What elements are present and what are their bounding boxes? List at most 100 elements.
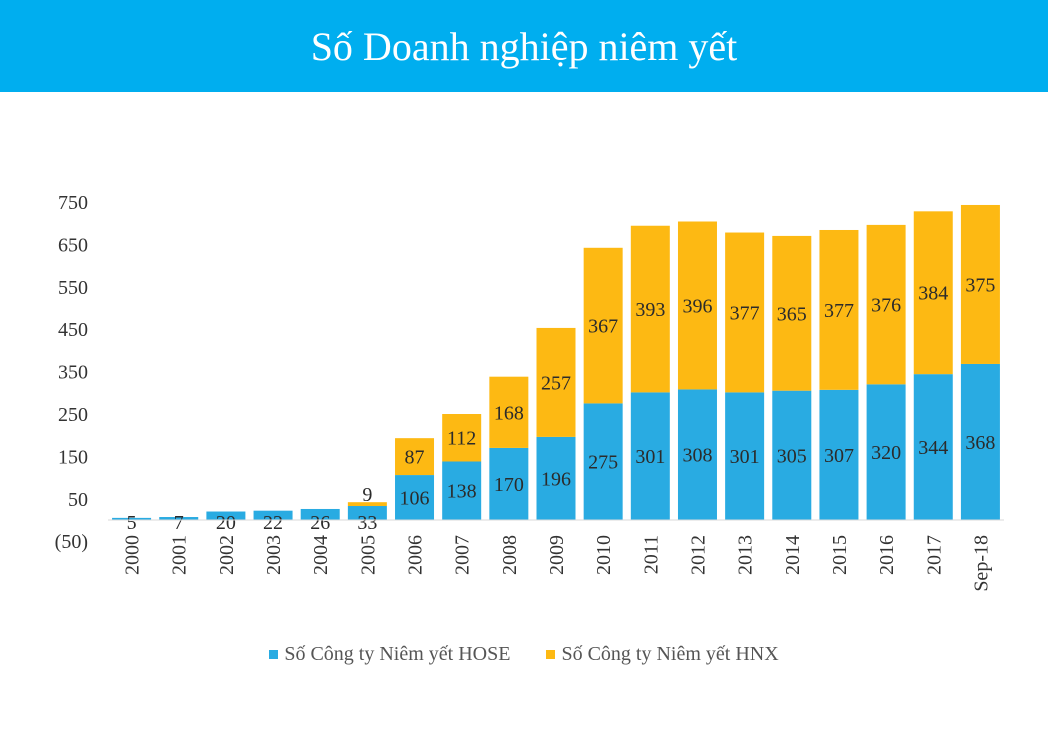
data-label-hnx: 393	[635, 299, 665, 321]
data-label-hnx: 168	[494, 402, 524, 424]
y-tick-label: 650	[58, 234, 88, 256]
data-label-hnx: 375	[965, 274, 995, 296]
bar-hose	[630, 392, 670, 520]
data-label-hose: 275	[588, 452, 618, 474]
bar-hose	[442, 461, 482, 520]
data-label-hose: 301	[730, 446, 760, 468]
data-label-hnx: 112	[447, 428, 476, 450]
data-label-hose: 344	[918, 437, 948, 459]
data-label-hose: 196	[541, 468, 571, 490]
y-tick-label: 750	[58, 192, 88, 214]
bar-hose	[725, 392, 765, 520]
bar-hose	[206, 511, 246, 520]
bar-hose	[819, 389, 859, 520]
data-label-hose: 320	[871, 442, 901, 464]
x-tick-label: 2017	[923, 535, 945, 575]
bar-hnx	[772, 235, 812, 391]
bar-hose	[489, 447, 529, 520]
bar-hnx	[960, 204, 1000, 364]
data-label-hose: 368	[965, 432, 995, 454]
x-tick-label: 2004	[310, 535, 332, 575]
y-tick-label: 150	[58, 446, 88, 468]
bar-hose	[253, 510, 293, 520]
stacked-bar-chart: 75065055045035025015050(50)5200072001202…	[55, 192, 1004, 592]
x-tick-label: 2008	[499, 535, 521, 575]
x-tick-label: 2007	[452, 535, 474, 575]
y-tick-label: 250	[58, 404, 88, 426]
data-label-hose: 5	[127, 512, 137, 534]
data-label-hose: 22	[263, 512, 283, 534]
data-label-hnx: 9	[362, 484, 372, 506]
bar-hnx	[725, 232, 765, 393]
x-tick-label: 2003	[263, 535, 285, 575]
bar-hnx	[583, 247, 623, 404]
legend-swatch-hose	[269, 649, 279, 659]
bar-hnx	[677, 221, 717, 390]
x-tick-label: 2009	[546, 535, 568, 575]
legend-label-hose: Số Công ty Niêm yết HOSE	[284, 642, 511, 665]
data-label-hnx: 365	[777, 303, 807, 325]
y-tick-label: (50)	[55, 531, 88, 553]
bar-hose	[677, 389, 717, 520]
bar-hnx	[630, 225, 670, 393]
legend: Số Công ty Niêm yết HOSE Số Công ty Niêm…	[0, 640, 1048, 668]
data-label-hnx: 376	[871, 295, 901, 317]
bar-hnx	[819, 229, 859, 390]
bar-hnx	[442, 414, 482, 462]
legend-item-hose: Số Công ty Niêm yết HOSE	[269, 643, 510, 666]
bar-hnx	[395, 438, 435, 476]
legend-label-hnx: Số Công ty Niêm yết HNX	[561, 642, 779, 665]
x-tick-label: 2015	[829, 535, 851, 575]
data-label-hnx: 384	[918, 283, 948, 305]
bar-hose	[913, 374, 953, 520]
legend-item-hnx: Số Công ty Niêm yết HNX	[546, 642, 779, 666]
data-label-hose: 106	[400, 488, 430, 510]
data-label-hose: 26	[310, 512, 330, 534]
x-tick-label: 2012	[687, 535, 709, 575]
bar-hose	[772, 390, 812, 520]
x-tick-label: 2016	[876, 535, 898, 575]
x-tick-label: 2014	[782, 535, 804, 575]
x-tick-label: 2006	[405, 535, 427, 575]
bar-hose	[112, 517, 152, 520]
bar-hnx	[347, 502, 387, 507]
x-tick-label: 2002	[216, 535, 238, 575]
x-tick-label: 2000	[122, 535, 144, 575]
data-label-hose: 308	[682, 445, 712, 467]
legend-swatch-hnx	[546, 649, 556, 659]
data-label-hnx: 377	[730, 302, 760, 324]
data-label-hose: 33	[357, 512, 377, 534]
bar-hose	[536, 436, 576, 520]
bar-hose	[866, 384, 906, 520]
bar-hose	[583, 403, 623, 520]
bar-hose	[395, 475, 435, 520]
y-tick-label: 350	[58, 362, 88, 384]
data-label-hnx: 396	[682, 295, 712, 317]
x-tick-label: 2001	[169, 535, 191, 575]
data-label-hnx: 377	[824, 300, 854, 322]
x-tick-label: 2013	[735, 535, 757, 575]
data-label-hose: 305	[777, 445, 807, 467]
data-label-hose: 170	[494, 474, 524, 496]
bar-hose	[300, 508, 340, 520]
x-tick-label: 2010	[593, 535, 615, 575]
bar-hose	[159, 517, 199, 520]
data-label-hnx: 257	[541, 372, 571, 394]
data-label-hose: 138	[447, 481, 477, 503]
data-label-hose: 301	[635, 446, 665, 468]
y-tick-label: 550	[58, 277, 88, 299]
data-label-hnx: 367	[588, 316, 618, 338]
data-label-hose: 7	[174, 512, 184, 534]
data-label-hnx: 87	[405, 447, 425, 469]
bar-hnx	[536, 327, 576, 437]
bar-hnx	[866, 224, 906, 385]
bar-hose	[960, 363, 1000, 520]
bar-hnx	[913, 211, 953, 375]
x-tick-label: 2011	[640, 535, 662, 574]
bar-hnx	[489, 376, 529, 448]
data-label-hose: 20	[216, 512, 236, 534]
y-tick-label: 50	[68, 489, 88, 511]
bar-hose	[347, 506, 387, 520]
y-tick-label: 450	[58, 319, 88, 341]
x-tick-label: Sep-18	[970, 535, 992, 592]
